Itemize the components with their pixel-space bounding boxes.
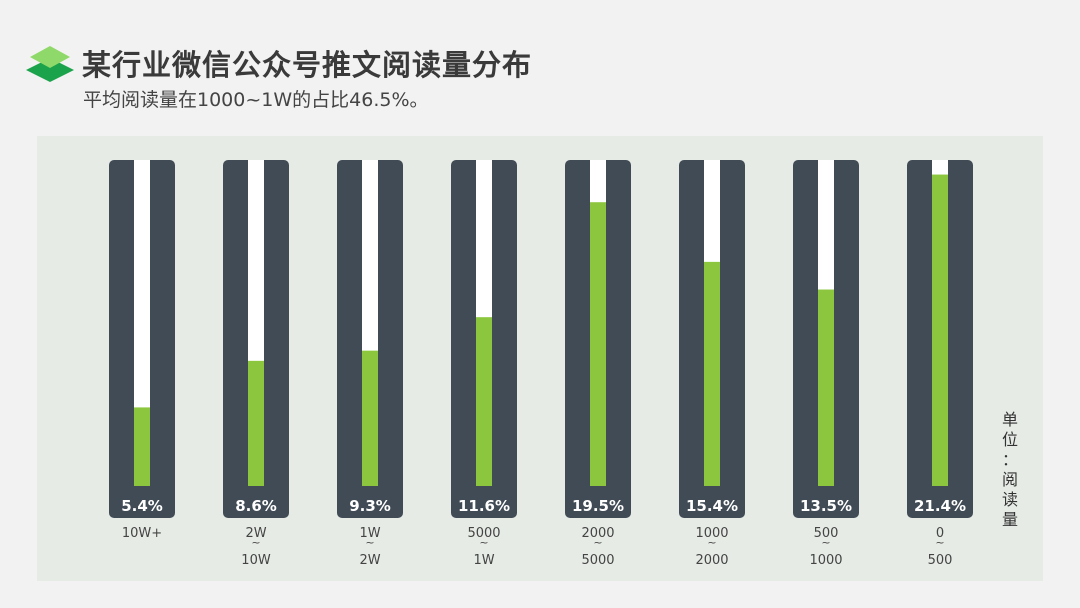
- unit-label: 单位：阅读量: [999, 410, 1021, 530]
- bar: [818, 289, 834, 486]
- chart-panel: 5.4% 10W+ 8.6% 2W ~10W 9.3% 1W ~2W 11.6% 5000 ~1W 1…: [37, 136, 1043, 581]
- category-label: ~: [821, 536, 830, 549]
- category-label: ~: [593, 536, 602, 549]
- page-title: 某行业微信公众号推文阅读量分布: [82, 48, 533, 82]
- category-label: 0: [936, 526, 944, 541]
- bar: [704, 261, 720, 486]
- category-label: ~: [707, 536, 716, 549]
- category-label: 1W: [359, 526, 380, 541]
- category-label: 1000: [695, 526, 728, 541]
- data-label: 8.6%: [235, 497, 277, 515]
- unit-label-char: 量: [1001, 510, 1018, 529]
- category-label: 2000: [581, 526, 614, 541]
- category-label: ~: [365, 536, 374, 549]
- data-label: 9.3%: [349, 497, 391, 515]
- category-label: 1W: [473, 553, 494, 568]
- page-subtitle: 平均阅读量在1000~1W的占比46.5%。: [83, 89, 429, 111]
- logo-top-layer: [30, 46, 70, 68]
- category-label: 2W: [245, 526, 266, 541]
- category-label: 1000: [809, 553, 842, 568]
- data-label: 19.5%: [572, 497, 624, 515]
- bar-track: [134, 160, 150, 486]
- bar: [932, 174, 948, 486]
- unit-label-char: 位: [1001, 430, 1018, 449]
- bar: [248, 360, 264, 486]
- category-label: 500: [814, 526, 839, 541]
- logo-bottom-layer: [26, 58, 74, 82]
- bar: [476, 317, 492, 486]
- data-label: 13.5%: [800, 497, 852, 515]
- category-label: ~: [479, 536, 488, 549]
- data-label: 5.4%: [121, 497, 163, 515]
- category-label: 5000: [467, 526, 500, 541]
- data-label: 11.6%: [458, 497, 510, 515]
- bar: [134, 407, 150, 486]
- bar-chart: 5.4%10W+8.6%2W~10W9.3%1W~2W11.6%5000~1W1…: [109, 160, 973, 568]
- bar: [362, 350, 378, 486]
- category-label: 10W: [241, 553, 271, 568]
- category-label: ~: [251, 536, 260, 549]
- bar: [590, 202, 606, 486]
- category-label: 2000: [695, 553, 728, 568]
- category-label: 10W+: [122, 526, 162, 541]
- category-label: 5000: [581, 553, 614, 568]
- category-label: ~: [935, 536, 944, 549]
- data-label: 15.4%: [686, 497, 738, 515]
- unit-label-char: 单: [1001, 410, 1018, 429]
- stacked-layers-icon: [26, 46, 74, 82]
- unit-label-char: 读: [1001, 490, 1018, 509]
- unit-label-char: ：: [1001, 450, 1018, 469]
- category-label: 500: [928, 553, 953, 568]
- unit-label-char: 阅: [1001, 470, 1018, 489]
- category-label: 2W: [359, 553, 380, 568]
- data-label: 21.4%: [914, 497, 966, 515]
